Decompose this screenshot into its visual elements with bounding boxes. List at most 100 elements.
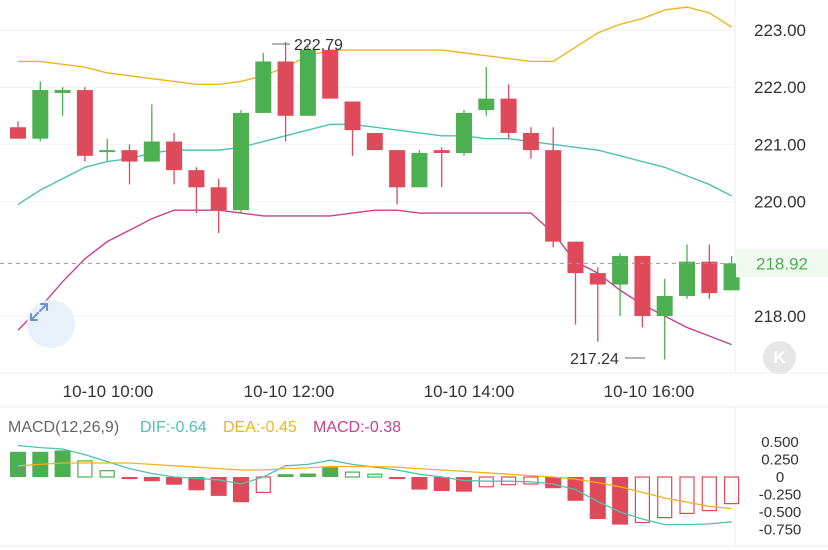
candle-body [299,50,316,116]
candle-body [634,255,651,316]
gridlines [0,29,735,317]
dif-label: DIF:-0.64 [140,419,207,436]
macd-bar [255,476,271,493]
macd-bar [277,474,294,477]
candle-body [500,98,517,133]
last-price-label-bg [736,249,828,278]
macd-bar [166,477,183,485]
macd-bar [679,476,695,515]
price-indicator-lines [17,6,732,346]
k-line-icon: K [773,347,786,367]
macd-y-tick-label: -0.500 [759,504,802,521]
expand-button[interactable] [27,300,75,348]
macd-y-tick-label: 0 [776,469,784,486]
candle-body [277,61,294,116]
candle-body [143,141,160,162]
macd-bar [589,477,606,519]
macd-bar [567,477,584,501]
candle-body [322,50,339,99]
x-tick-label: 10-10 14:00 [424,382,515,401]
macd-bar [389,477,406,480]
macd-bar [478,476,494,488]
macd-bar [188,477,205,491]
last-price-label: 218.92 [756,254,808,273]
y-tick-label: 223.00 [754,21,806,40]
macd-y-tick-label: 0.250 [761,452,799,469]
dea-label: DEA:-0.45 [223,419,297,436]
macd-header: MACD(12,26,9) DIF:-0.64 DEA:-0.45 MACD:-… [8,419,401,436]
macd-bar [657,476,673,519]
candle-body [366,132,383,151]
x-tick-label: 10-10 10:00 [63,382,154,401]
candle-body [210,187,227,211]
macd-bar [545,477,562,489]
candle-body [255,61,272,113]
candle-body [166,141,183,171]
candle-body [76,90,93,156]
candle-body [701,261,718,294]
indicator-line-0 [18,6,732,86]
macd-bar [10,451,26,477]
macd-histogram [10,450,740,525]
macd-bar [367,473,383,478]
price-y-axis: 223.00 222.00 221.00 220.00 218.00 [754,21,806,326]
k-line-button[interactable]: K [763,341,796,374]
candle-body [121,150,138,162]
candle-body [679,261,695,296]
candle-body [99,150,116,153]
macd-bar [77,460,93,478]
macd-bar [523,476,539,485]
low-annotation: 217.24 [570,351,619,368]
macd-bar [344,471,361,478]
candle-body [612,255,629,285]
macd-bar [723,476,740,505]
macd-y-tick-label: -0.750 [759,522,802,539]
candlesticks [10,42,740,360]
y-tick-label: 220.00 [754,193,806,212]
macd-bar [210,477,227,496]
macd-y-tick-label: -0.250 [759,487,802,504]
expand-icon [30,303,48,321]
macd-bar [701,476,717,512]
candle-body [188,170,205,188]
macd-bar [612,477,629,525]
macd-bar [322,467,339,477]
candle-body [433,150,450,153]
candle-body [10,127,26,139]
macd-lines [17,444,732,526]
macd-bar [233,477,249,503]
macd-bar [433,477,450,491]
macd-label: MACD:-0.38 [313,419,401,436]
candle-body [233,112,249,211]
x-tick-label: 10-10 12:00 [244,382,335,401]
dea-line [17,462,732,510]
y-tick-label: 218.00 [754,307,806,326]
macd-y-tick-label: 0.500 [761,434,799,451]
candle-body [589,273,606,285]
candle-body [344,101,361,131]
macd-bar [143,477,160,482]
macd-bar [121,477,138,480]
candle-body [411,152,428,188]
macd-bar [299,473,316,477]
y-tick-label: 222.00 [754,78,806,97]
x-tick-label: 10-10 16:00 [604,382,695,401]
candle-body [723,263,740,291]
macd-title: MACD(12,26,9) [8,419,119,436]
candle-body [456,112,472,153]
y-tick-label: 221.00 [754,135,806,154]
high-annotation: 222.79 [294,37,343,54]
candle-body [32,90,49,139]
candle-body [478,98,495,111]
candle-body [522,132,539,151]
candle-body [54,90,71,93]
candle-body [567,241,584,274]
macd-bar [634,476,651,524]
candle-body [656,295,673,316]
dif-line [17,444,732,526]
macd-bar [54,450,71,477]
macd-bar [411,477,428,490]
macd-bar [99,470,115,478]
